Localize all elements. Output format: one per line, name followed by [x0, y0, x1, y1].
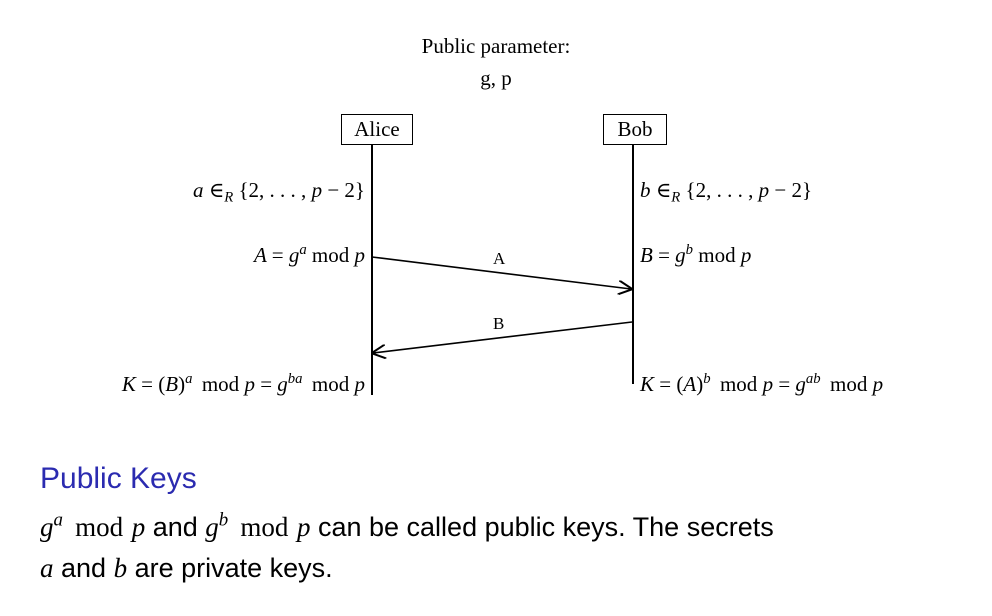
message-label-a: A [493, 249, 506, 268]
bob-public-formula: B = gb mod p [640, 241, 752, 267]
body-text-and: and [145, 512, 206, 542]
section-heading: Public Keys [40, 462, 197, 495]
bob-box: Bob [603, 114, 667, 145]
public-parameter-title: Public parameter: [421, 34, 571, 58]
arrow-alice-to-bob [371, 256, 631, 289]
body-text-private-keys: are private keys. [127, 553, 333, 583]
arrow-bob-to-alice [373, 321, 633, 353]
bob-lifeline [632, 144, 634, 384]
alice-lifeline [371, 144, 373, 395]
bob-choose-formula: b ∈R {2, . . . , p − 2} [640, 178, 813, 206]
alice-box: Alice [341, 114, 413, 145]
alice-shared-key-formula: K = (B)a mod p = gba mod p [121, 370, 365, 396]
body-text-public-keys: can be called public keys. The secrets [310, 512, 774, 542]
alice-public-formula: A = ga mod p [254, 241, 365, 267]
alice-choose-formula: a ∈R {2, . . . , p − 2} [192, 178, 365, 206]
public-parameter-values: g, p [480, 66, 512, 90]
message-label-b: B [493, 314, 505, 333]
body-line-2: a and b are private keys. [40, 553, 333, 583]
body-line-1: ga mod p and gb mod p can be called public… [40, 509, 774, 542]
bob-shared-key-formula: K = (A)b mod p = gab mod p [640, 370, 884, 396]
